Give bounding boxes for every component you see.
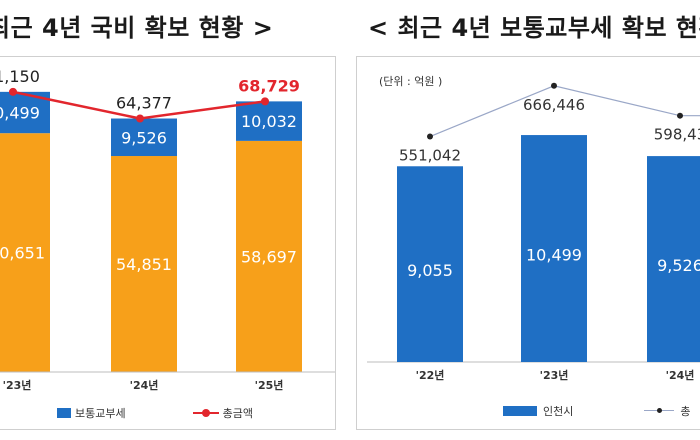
legend-label-bar: 인천시	[543, 405, 574, 418]
legend-swatch-line	[192, 408, 219, 418]
bar-segment	[236, 140, 302, 372]
legend-swatch-line	[644, 406, 675, 416]
point-label: 68,729	[238, 76, 300, 95]
bar	[521, 135, 587, 362]
point-label: 666,446	[523, 96, 585, 114]
tick-label: '23년	[3, 378, 32, 392]
bar-segment	[111, 156, 177, 372]
data-label: 9,055	[407, 261, 453, 280]
legend-label-line: 총금액	[222, 407, 253, 420]
bar-segment	[111, 118, 177, 157]
left-chart-panel: 60,651 0,499 '23년 54,851 9,526 '24년 58,697 10,0…	[0, 56, 336, 430]
line-point	[427, 133, 433, 140]
right-legend: 인천시 총	[503, 403, 691, 419]
line-point	[136, 114, 144, 123]
unit-label: (단위 : 억원 )	[379, 75, 443, 88]
tick-label: '25년	[255, 378, 284, 392]
bar-segment	[236, 101, 302, 141]
point-label: 64,377	[116, 94, 172, 113]
right-chart-panel: (단위 : 억원 ) 9,055 '22년 10,499 '23년 9,526 '24년 5…	[356, 56, 700, 430]
data-label: 9,526	[657, 256, 700, 275]
left-legend: 보통교부세 총금액	[57, 405, 253, 421]
total-line	[429, 85, 700, 138]
tick-label: '24년	[666, 368, 695, 382]
left-chart-svg: 60,651 0,499 '23년 54,851 9,526 '24년 58,697 10,0…	[0, 67, 335, 392]
tick-label: '24년	[130, 378, 159, 392]
line-point	[9, 87, 17, 96]
tick-label: '22년	[416, 368, 445, 382]
legend-swatch-bar	[57, 408, 71, 418]
bar	[647, 156, 700, 362]
left-chart-title: 최근 4년 국비 확보 현황 >	[0, 14, 274, 42]
line-point	[261, 97, 269, 106]
data-label: 10,499	[526, 246, 582, 265]
line-point	[551, 82, 557, 89]
legend-label-line: 총	[680, 405, 691, 418]
data-label: 10,032	[241, 112, 297, 131]
data-label: 60,651	[0, 244, 45, 263]
right-chart-title: < 최근 4년 보통교부세 확보 현황	[368, 14, 700, 42]
right-chart-svg: 9,055 '22년 10,499 '23년 9,526 '24년 551,042 666,4…	[367, 82, 700, 382]
legend-swatch-bar	[503, 406, 537, 416]
data-label: 0,499	[0, 104, 40, 123]
bar	[397, 166, 463, 362]
data-label: 58,697	[241, 247, 297, 266]
point-label: 1,150	[0, 67, 40, 86]
data-label: 9,526	[121, 128, 167, 147]
tick-label: '23년	[540, 368, 569, 382]
legend-label-bar: 보통교부세	[75, 407, 126, 420]
data-label: 54,851	[116, 255, 172, 274]
bar-segment	[0, 133, 50, 372]
point-label: 598,43	[654, 126, 700, 144]
line-point	[677, 112, 683, 119]
point-label: 551,042	[399, 147, 461, 165]
